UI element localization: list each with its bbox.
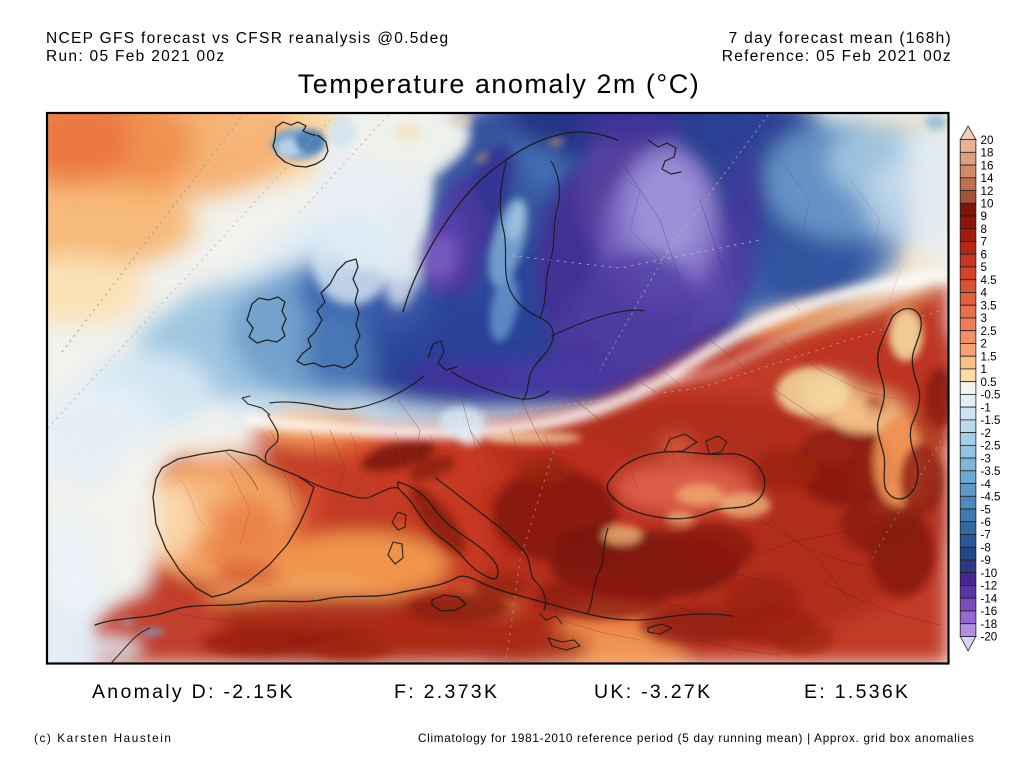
svg-text:-10: -10 [981,567,998,580]
svg-text:1.5: 1.5 [981,350,997,363]
svg-text:7: 7 [981,236,987,249]
svg-text:-5: -5 [981,503,991,516]
svg-text:0.5: 0.5 [981,376,997,389]
svg-text:16: 16 [981,159,994,172]
svg-text:-20: -20 [981,631,998,644]
svg-text:14: 14 [981,172,994,185]
svg-text:3: 3 [981,312,987,325]
svg-text:-1.5: -1.5 [981,414,1001,427]
svg-text:-4.5: -4.5 [981,491,1001,504]
svg-text:-3: -3 [981,452,991,465]
svg-text:-14: -14 [981,592,998,605]
svg-text:9: 9 [981,210,987,223]
svg-text:-8: -8 [981,541,991,554]
svg-text:2: 2 [981,338,987,351]
svg-text:-2: -2 [981,427,991,440]
svg-text:20: 20 [981,134,994,147]
svg-text:3.5: 3.5 [981,299,997,312]
svg-text:-4: -4 [981,478,992,491]
svg-text:12: 12 [981,185,994,198]
svg-text:-2.5: -2.5 [981,440,1001,453]
svg-text:1: 1 [981,363,987,376]
svg-text:-6: -6 [981,516,991,529]
svg-text:-12: -12 [981,580,998,593]
svg-text:2.5: 2.5 [981,325,997,338]
svg-text:-3.5: -3.5 [981,465,1001,478]
svg-text:18: 18 [981,147,994,160]
svg-text:-1: -1 [981,401,991,414]
svg-text:-9: -9 [981,554,991,567]
svg-text:4.5: 4.5 [981,274,997,287]
svg-text:8: 8 [981,223,987,236]
svg-text:10: 10 [981,198,994,211]
svg-text:5: 5 [981,261,987,274]
svg-text:-0.5: -0.5 [981,389,1001,402]
svg-text:-7: -7 [981,529,991,542]
svg-text:-16: -16 [981,605,998,618]
svg-text:6: 6 [981,248,987,261]
svg-text:4: 4 [981,287,988,300]
svg-text:-18: -18 [981,618,998,631]
